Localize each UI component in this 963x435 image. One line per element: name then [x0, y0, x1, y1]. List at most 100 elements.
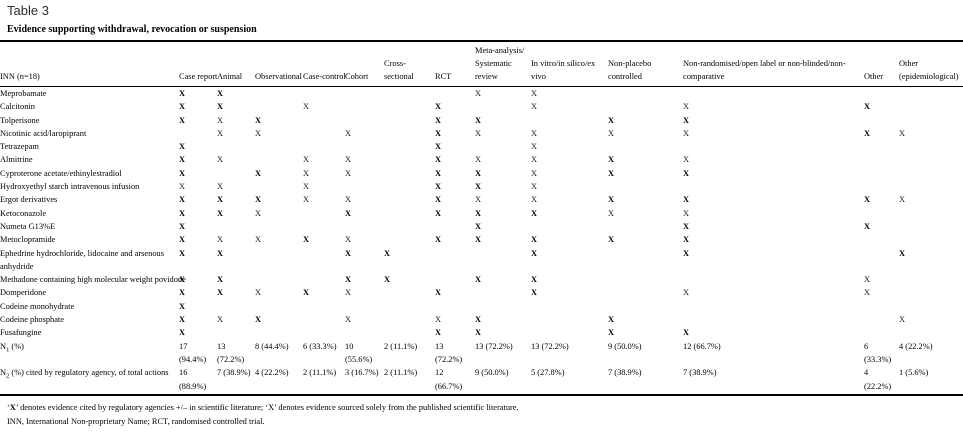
evidence-mark-regulatory: X [179, 248, 186, 258]
evidence-mark-regulatory: X [179, 208, 186, 218]
evidence-mark-regulatory: X [608, 168, 615, 178]
footnotes: ‘X’ denotes evidence cited by regulatory… [7, 401, 963, 429]
row-label: Hydroxyethyl starch intravenous infusion [0, 182, 140, 192]
table-row: Codeine monohydrate X [0, 300, 963, 313]
column-header-case_control: Case-control [303, 41, 346, 87]
evidence-mark-regulatory: X [384, 275, 391, 285]
header-row: INN (n=18) Case report Animal Observational… [0, 41, 963, 87]
evidence-cell-empty [531, 326, 608, 339]
evidence-mark-regulatory: X [683, 328, 690, 338]
evidence-cell-empty [531, 114, 608, 127]
evidence-cell-empty [864, 326, 899, 339]
evidence-mark-regulatory: X [435, 168, 442, 178]
table-row: Ephedrine hydrochloride, lidocaine and a… [0, 247, 963, 274]
evidence-mark-literature: X [345, 288, 352, 298]
evidence-cell-empty [864, 180, 899, 193]
evidence-mark-regulatory: X [608, 315, 615, 325]
column-header-other: Other [864, 41, 899, 87]
evidence-cell-empty [255, 140, 303, 153]
evidence-mark-regulatory: X [531, 208, 538, 218]
evidence-cell-empty [255, 100, 303, 113]
summary-value: 12 (66.7%) [683, 341, 721, 351]
evidence-mark-regulatory: X [179, 288, 186, 298]
evidence-mark-literature: X [475, 89, 482, 98]
evidence-mark-literature: X [179, 182, 186, 192]
evidence-mark-literature: X [255, 128, 262, 138]
row-label: Numeta G13%E [0, 221, 56, 231]
evidence-mark-literature: X [303, 195, 310, 205]
evidence-mark-literature: X [345, 168, 352, 178]
footnote-abbreviations: INN, International Non-proprietary Name;… [7, 416, 265, 426]
evidence-mark-regulatory: X [435, 182, 442, 192]
evidence-mark-regulatory: X [683, 235, 690, 245]
evidence-mark-regulatory: X [435, 288, 442, 298]
evidence-cell-empty [899, 207, 963, 220]
evidence-mark-regulatory: X [179, 115, 186, 125]
row-label: Domperidone [0, 288, 47, 298]
summary-value: 2 (11.1%) [303, 366, 345, 396]
evidence-mark-literature: X [255, 288, 262, 298]
evidence-cell-empty [475, 247, 531, 274]
evidence-mark-literature: X [345, 128, 352, 138]
evidence-mark-literature: X [864, 275, 871, 285]
evidence-mark-literature: X [475, 195, 482, 205]
evidence-cell-empty [899, 286, 963, 299]
evidence-cell-empty [683, 87, 864, 101]
evidence-mark-regulatory: X [179, 89, 186, 98]
evidence-cell-empty [435, 220, 475, 233]
evidence-mark-regulatory: X [217, 195, 224, 205]
evidence-mark-regulatory: X [255, 115, 262, 125]
evidence-cell-empty [899, 273, 963, 286]
evidence-cell-empty [345, 87, 384, 101]
evidence-cell-empty [899, 100, 963, 113]
evidence-mark-regulatory: X [475, 315, 482, 325]
evidence-cell-empty [384, 313, 435, 326]
evidence-mark-literature: X [217, 115, 224, 125]
summary-value: 7 (38.9%) [217, 366, 255, 396]
evidence-mark-regulatory: X [435, 328, 442, 338]
summary-value: 6 (33.3%) [303, 341, 337, 351]
evidence-mark-regulatory: X [475, 115, 482, 125]
evidence-cell-empty [255, 326, 303, 339]
evidence-cell-empty [864, 247, 899, 274]
evidence-mark-literature: X [531, 168, 538, 178]
footnote-legend: ‘X’ denotes evidence cited by regulatory… [7, 401, 963, 415]
summary-label-subscript: 2 [6, 372, 10, 380]
evidence-cell-empty [303, 313, 345, 326]
evidence-cell-empty [608, 140, 683, 153]
evidence-cell-empty [179, 127, 217, 140]
summary-value: 13 (72.2%) [217, 341, 245, 364]
evidence-cell-empty [683, 180, 864, 193]
evidence-mark-literature: X [899, 195, 906, 205]
evidence-mark-regulatory: X [435, 142, 442, 152]
evidence-cell-empty [255, 273, 303, 286]
evidence-cell-empty [435, 247, 475, 274]
row-label: Ketoconazole [0, 208, 47, 218]
row-label: Ergot derivatives [0, 195, 58, 205]
evidence-mark-regulatory: X [683, 195, 690, 205]
evidence-cell-empty [384, 114, 435, 127]
evidence-cell-empty [345, 300, 384, 313]
evidence-cell-empty [217, 167, 255, 180]
evidence-mark-regulatory: X [179, 315, 186, 325]
evidence-mark-regulatory: X [864, 128, 871, 138]
evidence-cell-empty [255, 300, 303, 313]
evidence-cell-empty [384, 220, 435, 233]
evidence-mark-regulatory: X [217, 89, 224, 98]
evidence-cell-empty [303, 273, 345, 286]
summary-row: N1 (%) 17 (94.4%) 13 (72.2%) 8 (44.4%) 6 (33… [0, 340, 963, 367]
evidence-cell-empty [435, 300, 475, 313]
evidence-mark-regulatory: X [531, 248, 538, 258]
evidence-mark-literature: X [531, 128, 538, 138]
evidence-mark-literature: X [683, 155, 690, 165]
table-row: Metoclopramide X X X X X X X X X X [0, 233, 963, 246]
summary-row-label: N1 (%) [0, 341, 24, 354]
evidence-cell-empty [255, 87, 303, 101]
row-label: Metoclopramide [0, 235, 56, 245]
evidence-cell-empty [864, 313, 899, 326]
evidence-mark-regulatory: X [179, 221, 186, 231]
evidence-cell-empty [864, 153, 899, 166]
evidence-mark-literature: X [475, 155, 482, 165]
summary-value: 13 (72.2%) [475, 341, 513, 351]
evidence-cell-empty [864, 207, 899, 220]
